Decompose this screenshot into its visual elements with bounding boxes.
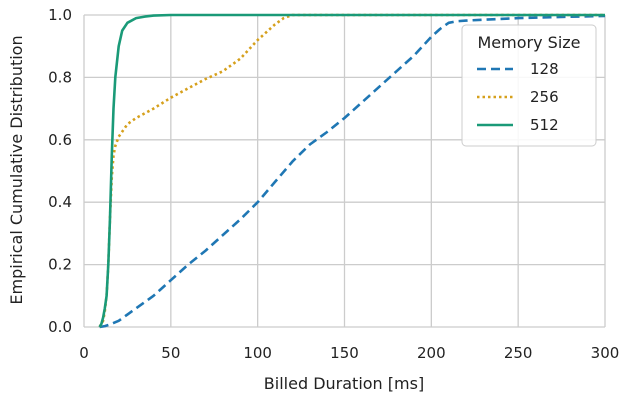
legend-box — [461, 24, 597, 147]
x-tick-label: 300 — [591, 344, 620, 362]
legend-label-128: 128 — [530, 60, 559, 78]
series-line-512 — [98, 13, 605, 328]
legend-label-256: 256 — [530, 88, 559, 106]
x-tick-label: 200 — [417, 344, 446, 362]
y-tick-label: 1.0 — [48, 6, 72, 24]
y-tick-label: 0.4 — [48, 193, 72, 211]
x-tick-label: 100 — [243, 344, 272, 362]
x-tick-label: 0 — [79, 344, 89, 362]
x-tick-label: 50 — [161, 344, 180, 362]
legend-title: Memory Size — [478, 33, 581, 52]
x-tick-label: 150 — [330, 344, 359, 362]
legend-items: 128 256 512 — [477, 60, 559, 134]
y-axis-label: Empirical Cumulative Distribution — [7, 35, 26, 304]
y-tick-label: 0.6 — [48, 131, 72, 149]
legend-label-512: 512 — [530, 116, 559, 134]
y-tick-label: 0.0 — [48, 318, 72, 336]
y-tick-label: 0.2 — [48, 256, 72, 274]
series-line-128 — [99, 14, 606, 329]
y-tick-labels: 0.0 0.2 0.4 0.6 0.8 1.0 — [48, 6, 72, 336]
legend: Memory Size 128 256 512 — [461, 24, 597, 147]
y-tick-label: 0.8 — [48, 68, 72, 86]
x-tick-labels: 0 50 100 150 200 250 300 — [79, 344, 619, 362]
x-tick-label: 250 — [504, 344, 533, 362]
series-layer — [98, 13, 606, 329]
x-axis-label: Billed Duration [ms] — [264, 374, 424, 393]
